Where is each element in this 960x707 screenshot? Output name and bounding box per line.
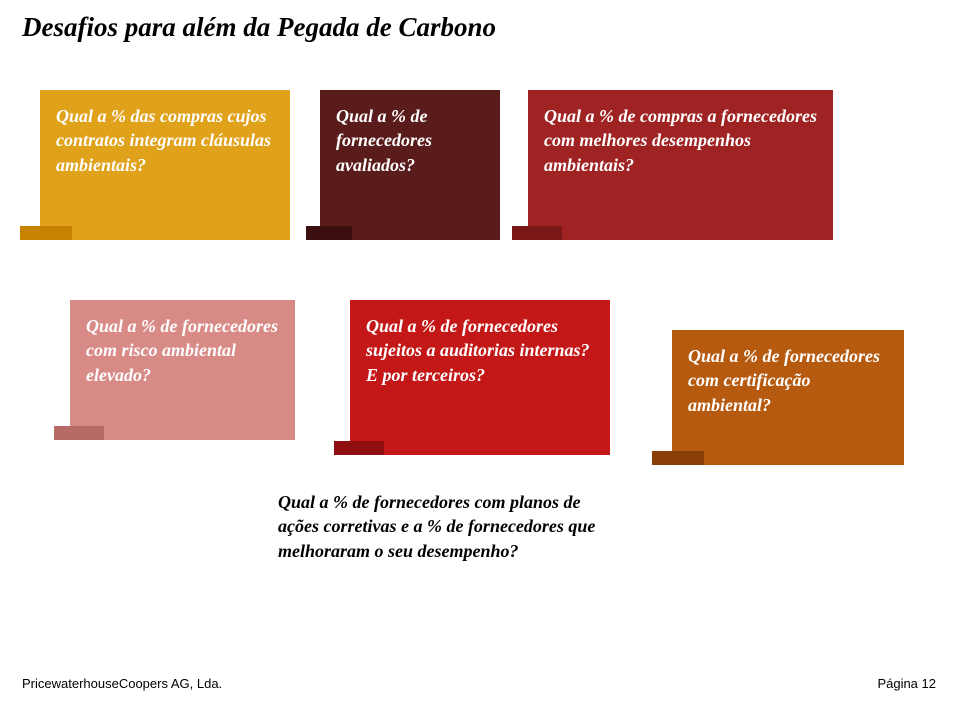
box-text: Qual a % de compras a fornecedores com m…: [544, 106, 817, 175]
footer-page-number: Página 12: [877, 676, 936, 691]
box-high-risk: Qual a % de fornecedores com risco ambie…: [70, 300, 295, 440]
box-tab: [20, 226, 72, 240]
box-tab: [306, 226, 352, 240]
box-certification: Qual a % de fornecedores com certificaçã…: [672, 330, 904, 465]
box-text: Qual a % de fornecedores com risco ambie…: [86, 316, 278, 385]
box-tab: [334, 441, 384, 455]
box-best-performance: Qual a % de compras a fornecedores com m…: [528, 90, 833, 240]
box-suppliers-evaluated: Qual a % de fornecedores avaliados?: [320, 90, 500, 240]
box-text: Qual a % de fornecedores avaliados?: [336, 106, 432, 175]
box-text: Qual a % de fornecedores com certificaçã…: [688, 346, 880, 415]
footer-company: PricewaterhouseCoopers AG, Lda.: [22, 676, 222, 691]
box-audits: Qual a % de fornecedores sujeitos a audi…: [350, 300, 610, 455]
box-text: Qual a % de fornecedores com planos de a…: [278, 492, 595, 561]
box-text: Qual a % de fornecedores sujeitos a audi…: [366, 316, 590, 385]
box-tab: [652, 451, 704, 465]
box-tab: [54, 426, 104, 440]
box-text: Qual a % das compras cujos contratos int…: [56, 106, 271, 175]
page-title: Desafios para além da Pegada de Carbono: [22, 12, 496, 43]
box-tab: [512, 226, 562, 240]
box-contracts-clauses: Qual a % das compras cujos contratos int…: [40, 90, 290, 240]
box-corrective-actions: Qual a % de fornecedores com planos de a…: [278, 490, 608, 563]
